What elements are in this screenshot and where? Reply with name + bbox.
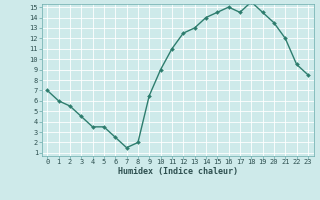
X-axis label: Humidex (Indice chaleur): Humidex (Indice chaleur): [118, 167, 237, 176]
